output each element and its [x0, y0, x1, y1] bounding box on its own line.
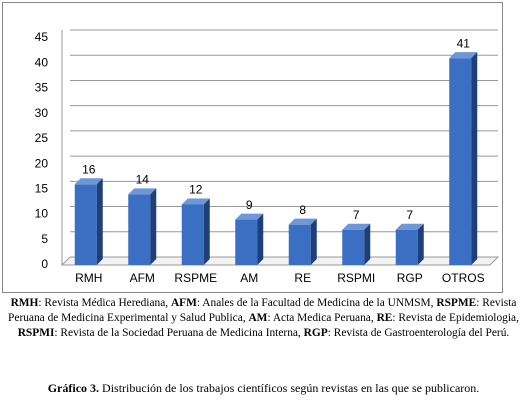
floor: [60, 256, 500, 266]
bar-top: [74, 178, 103, 185]
bar-side: [203, 198, 210, 265]
bar-side: [96, 178, 103, 265]
notes: RMH: Revista Médica Herediana, AFM: Anal…: [6, 296, 521, 341]
data-label: 14: [136, 173, 150, 187]
bar-front: [128, 194, 151, 265]
bar: [128, 188, 157, 265]
data-label: 16: [82, 162, 96, 176]
x-tick-label: RGP: [397, 271, 423, 285]
bar-top: [449, 52, 478, 59]
data-label: 9: [246, 198, 253, 212]
x-tick-label: RMH: [75, 271, 102, 285]
bar-top: [288, 218, 317, 225]
caption-text: Distribución de los trabajos científicos…: [99, 381, 480, 395]
data-label: 8: [299, 203, 306, 217]
bar-front: [395, 229, 418, 265]
note-text: : Revista de la Sociedad Peruana de Medi…: [54, 327, 304, 339]
x-tick-label: RSPME: [174, 271, 217, 285]
y-tick-label: 25: [35, 131, 49, 145]
bar-side: [310, 218, 317, 265]
bar: [449, 52, 478, 265]
note-text: : Revista de Gastroenterología del Perú.: [327, 327, 510, 339]
x-tick-label: AM: [240, 271, 258, 285]
y-tick-label: 45: [35, 30, 49, 44]
bar-side: [471, 52, 478, 265]
note-text: : Revista de Epidemiologia,: [392, 312, 519, 324]
bar-top: [342, 223, 371, 230]
bar-top: [181, 198, 210, 205]
bar-front: [449, 58, 472, 265]
note-abbr: RMH: [10, 297, 39, 309]
bar: [181, 198, 210, 265]
y-tick-label: 30: [35, 106, 49, 120]
note-abbr: AFM: [170, 297, 197, 309]
bar-side: [150, 188, 157, 265]
caption: Gráfico 3. Distribución de los trabajos …: [0, 381, 527, 396]
bar-side: [364, 223, 371, 265]
y-tick-label: 15: [35, 182, 49, 196]
bar-top: [235, 213, 264, 220]
note-text: : Revista Médica Herediana,: [38, 297, 171, 309]
bar-front: [74, 184, 97, 265]
bar: [288, 218, 317, 265]
note-abbr: RSPMI: [17, 327, 55, 339]
note-abbr: RSPME: [436, 297, 477, 309]
bar: [74, 178, 103, 265]
bar-top: [395, 223, 424, 230]
note-abbr: RGP: [303, 327, 328, 339]
note-text: : Anales de la Facultad de Medicina de l…: [196, 297, 437, 309]
bar-top: [128, 188, 157, 195]
x-tick-label: AFM: [130, 271, 155, 285]
x-tick-label: OTROS: [442, 271, 485, 285]
bar: [235, 213, 264, 265]
data-label: 12: [189, 183, 203, 197]
note-abbr: RE: [376, 312, 393, 324]
y-tick-label: 5: [41, 232, 48, 246]
note-text: : Revista Peruana de Medicina Experiment…: [8, 297, 517, 324]
y-tick-label: 40: [35, 55, 49, 69]
bar: [342, 223, 371, 265]
note-text: : Acta Medica Peruana,: [267, 312, 377, 324]
bar-front: [181, 204, 204, 265]
y-tick-label: 0: [41, 257, 48, 271]
bar-side: [257, 213, 264, 265]
bar: [395, 223, 424, 265]
data-label: 7: [353, 208, 360, 222]
x-tick-label: RSPMI: [337, 271, 375, 285]
y-tick-label: 10: [35, 207, 49, 221]
note-abbr: AM: [248, 312, 268, 324]
caption-label: Gráfico 3.: [47, 381, 100, 395]
chart: 0 5 10 15 20 25 30 35 40 45 RMH 16 AFM 14 RSPME 12 AM 9 RE…: [2, 2, 503, 293]
bar-side: [417, 223, 424, 265]
y-tick-label: 35: [35, 81, 49, 95]
bar-front: [235, 219, 258, 265]
bar-front: [288, 224, 311, 265]
bar-front: [342, 229, 365, 265]
data-label: 41: [457, 36, 471, 50]
data-label: 7: [406, 208, 413, 222]
x-tick-label: RE: [294, 271, 311, 285]
y-tick-label: 20: [35, 156, 49, 170]
